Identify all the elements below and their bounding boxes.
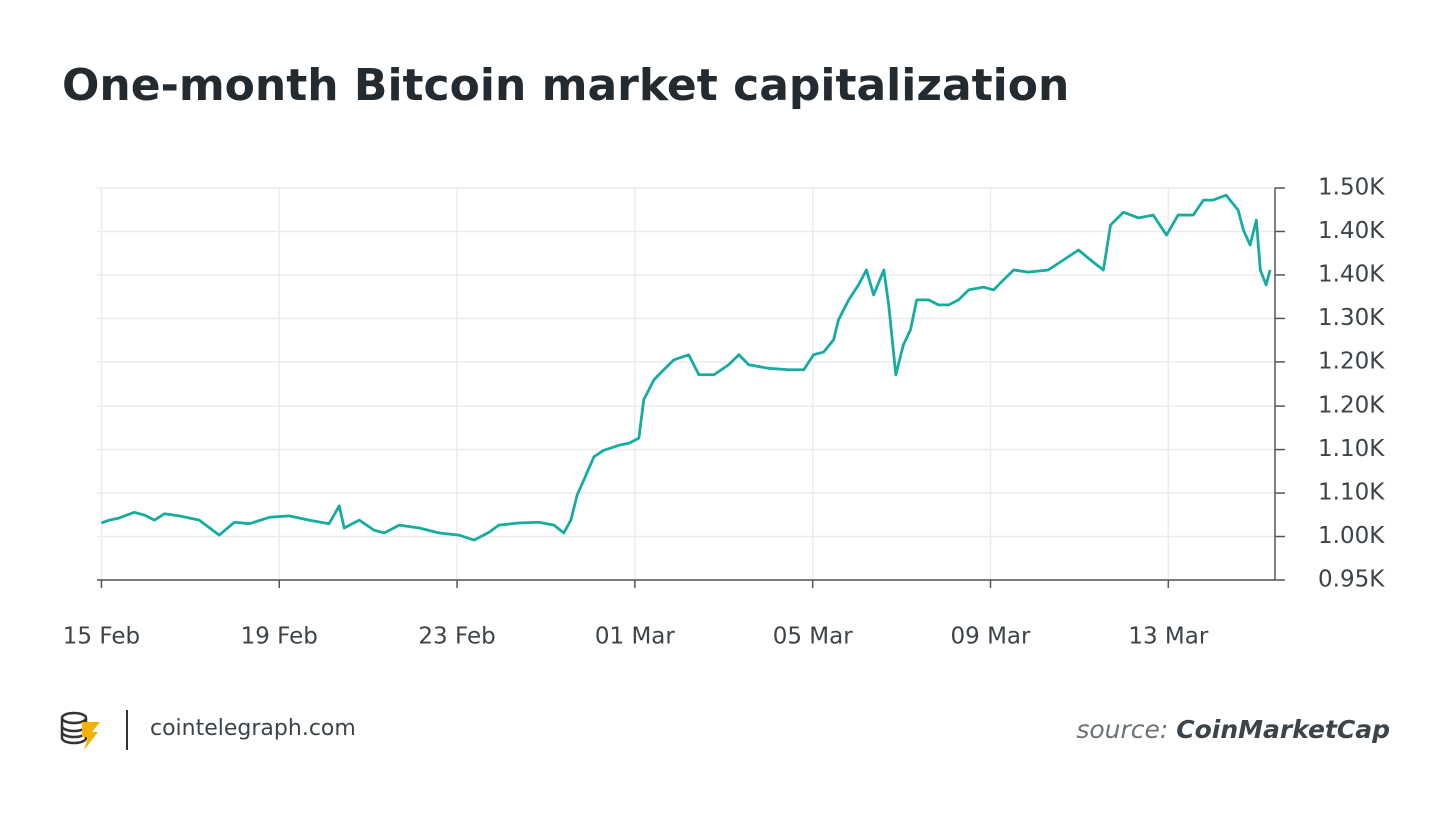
y-tick-label: 1.20K bbox=[1318, 348, 1385, 374]
x-tick-label: 09 Mar bbox=[951, 624, 1032, 650]
x-tick-label: 05 Mar bbox=[773, 624, 854, 650]
y-tick-label: 1.40K bbox=[1318, 261, 1385, 287]
site: cointelegraph.com bbox=[150, 716, 356, 741]
y-tick-label: 1.10K bbox=[1318, 480, 1385, 506]
x-tick-label: 13 Mar bbox=[1128, 624, 1209, 650]
y-tick-label: 1.00K bbox=[1318, 523, 1385, 549]
source-label: source: bbox=[1076, 715, 1168, 744]
y-tick-label: 1.20K bbox=[1318, 393, 1385, 419]
y-tick-label: 1.50K bbox=[1318, 175, 1385, 201]
source: source: CoinMarketCap bbox=[1076, 715, 1390, 744]
y-tick-label: 0.95K bbox=[1318, 567, 1385, 593]
x-tick-label: 01 Mar bbox=[595, 624, 676, 650]
source-name: CoinMarketCap bbox=[1176, 715, 1390, 744]
x-tick-label: 15 Feb bbox=[63, 624, 140, 650]
x-tick-label: 19 Feb bbox=[241, 624, 318, 650]
line bbox=[100, 193, 1272, 542]
chart-title: One-month Bitcoin market capitalization bbox=[62, 60, 1069, 111]
y-tick-label: 1.10K bbox=[1318, 436, 1385, 462]
logo bbox=[60, 711, 100, 750]
y-tick-label: 1.30K bbox=[1318, 305, 1385, 331]
x-tick-label: 23 Feb bbox=[418, 624, 495, 650]
y-tick-label: 1.40K bbox=[1318, 218, 1385, 244]
